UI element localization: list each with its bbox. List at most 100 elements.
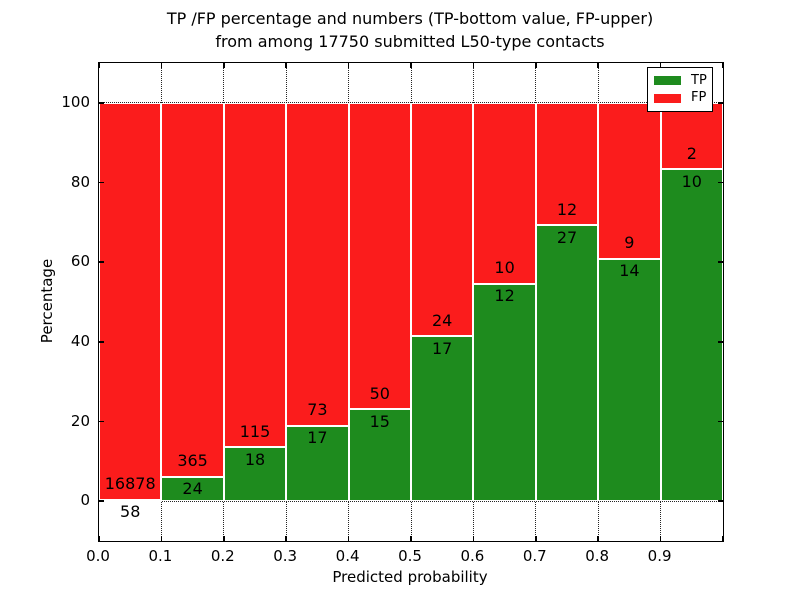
tp-bar-segment — [223, 447, 287, 502]
x-tick-mark — [160, 63, 163, 68]
legend-entry-fp: FP — [654, 91, 706, 105]
x-tick-mark — [347, 63, 350, 68]
x-tick-mark — [659, 536, 662, 541]
tp-count-label: 17 — [307, 428, 328, 448]
x-tick-label: 0.3 — [273, 547, 298, 565]
y-tick-mark — [99, 181, 104, 184]
chart-title-line1: TP /FP percentage and numbers (TP-bottom… — [166, 9, 654, 28]
y-tick-label: 20 — [70, 411, 90, 430]
tp-count-label: 18 — [244, 449, 266, 469]
tp-count-label: 14 — [619, 261, 640, 281]
x-tick-label: 0.9 — [647, 547, 672, 565]
fp-count-label: 115 — [239, 421, 271, 441]
fp-count-label: 16878 — [104, 474, 156, 494]
tp-bar-segment — [535, 225, 599, 502]
x-tick-mark — [223, 536, 225, 541]
x-tick-label: 0.8 — [585, 547, 610, 565]
chart-title-line2: from among 17750 submitted L50-type cont… — [215, 32, 605, 51]
tp-bar-segment — [286, 425, 349, 502]
y-tick-mark — [718, 102, 723, 104]
fp-bar-segment — [348, 102, 411, 410]
tp-bar-segment — [473, 283, 536, 502]
y-tick-label: 0 — [80, 491, 90, 510]
tp-count-label: 27 — [556, 227, 578, 247]
y-tick-label: 60 — [70, 252, 90, 271]
fp-count-label: 24 — [432, 310, 453, 330]
x-tick-label: 0.7 — [522, 547, 547, 565]
x-tick-label: 0.0 — [86, 547, 110, 565]
tp-count-label: 12 — [494, 286, 515, 306]
annotation-layer: 16878 58 365 24 115 18 73 17 50 15 24 17 10 12 12 27 9 14… — [99, 63, 723, 541]
tp-bar-segment — [411, 336, 474, 502]
y-tick-mark — [718, 261, 723, 263]
y-tick-mark — [99, 420, 104, 423]
x-tick-label: 0.5 — [398, 547, 422, 565]
y-tick-mark — [99, 261, 104, 263]
legend-entry-tp: TP — [654, 72, 707, 88]
x-tick-mark — [535, 63, 537, 68]
x-tick-mark — [410, 63, 412, 68]
fp-legend-label: FP — [691, 90, 707, 106]
x-tick-mark — [160, 536, 163, 541]
x-tick-mark — [223, 63, 225, 68]
y-tick-mark — [99, 102, 104, 104]
y-tick-label: 80 — [70, 172, 90, 191]
y-tick-mark — [99, 500, 104, 502]
y-tick-label: 100 — [61, 92, 90, 111]
x-tick-mark — [98, 536, 100, 541]
fp-count-label: 50 — [369, 383, 390, 403]
y-tick-mark — [718, 500, 723, 502]
horizontal-gridline — [99, 500, 723, 502]
bar-layer — [99, 63, 723, 541]
x-tick-mark — [347, 536, 350, 541]
x-tick-mark — [410, 536, 412, 541]
fp-count-label: 10 — [494, 258, 515, 278]
fp-count-label: 365 — [177, 451, 208, 471]
x-tick-mark — [659, 63, 662, 68]
x-tick-mark — [285, 63, 287, 68]
x-tick-label: 0.4 — [335, 547, 360, 565]
fp-count-label: 2 — [686, 143, 697, 163]
tp-count-label: 15 — [369, 411, 390, 431]
y-axis-label-text: Percentage — [38, 258, 56, 344]
fp-bar-segment — [473, 102, 536, 284]
fp-bar-segment — [286, 102, 349, 426]
fp-bar-segment — [99, 102, 162, 500]
tp-count-label: 24 — [182, 479, 203, 499]
legend: TP FP — [647, 67, 713, 112]
x-tick-mark — [597, 63, 599, 68]
x-tick-mark — [722, 63, 724, 68]
x-tick-label: 0.6 — [460, 547, 485, 565]
tp-bar-segment — [161, 476, 224, 502]
chart-title: TP /FP percentage and numbers (TP-bottom… — [98, 7, 722, 53]
tp-bar-segment — [348, 409, 411, 502]
tick-layer — [98, 63, 724, 541]
fp-bar-segment — [223, 102, 287, 448]
y-tick-label: 40 — [70, 331, 90, 350]
fp-bar-segment — [535, 102, 599, 226]
x-tick-label: 0.2 — [210, 547, 235, 565]
x-axis-label: Predicted probability — [332, 568, 488, 586]
x-tick-mark — [722, 536, 724, 541]
x-tick-label: 0.1 — [148, 547, 173, 565]
tp-bar-segment — [660, 169, 723, 502]
x-tick-mark — [597, 536, 599, 541]
fp-count-label: 12 — [556, 199, 578, 219]
tp-count-label: 10 — [681, 171, 702, 191]
tp-bar-segment — [598, 258, 661, 502]
fp-legend-swatch — [654, 93, 681, 103]
x-tick-mark — [285, 536, 287, 541]
tp-legend-label: TP — [691, 72, 707, 88]
fp-bar-segment — [598, 102, 661, 259]
fp-bar-segment — [411, 102, 474, 336]
y-tick-mark — [99, 341, 104, 343]
x-tick-mark — [472, 63, 475, 68]
tp-legend-swatch — [654, 76, 681, 86]
y-tick-mark — [718, 181, 723, 184]
x-tick-mark — [98, 63, 100, 68]
x-tick-mark — [472, 536, 475, 541]
tp-count-label: 58 — [120, 502, 141, 522]
y-tick-mark — [718, 420, 723, 423]
x-tick-mark — [535, 536, 537, 541]
